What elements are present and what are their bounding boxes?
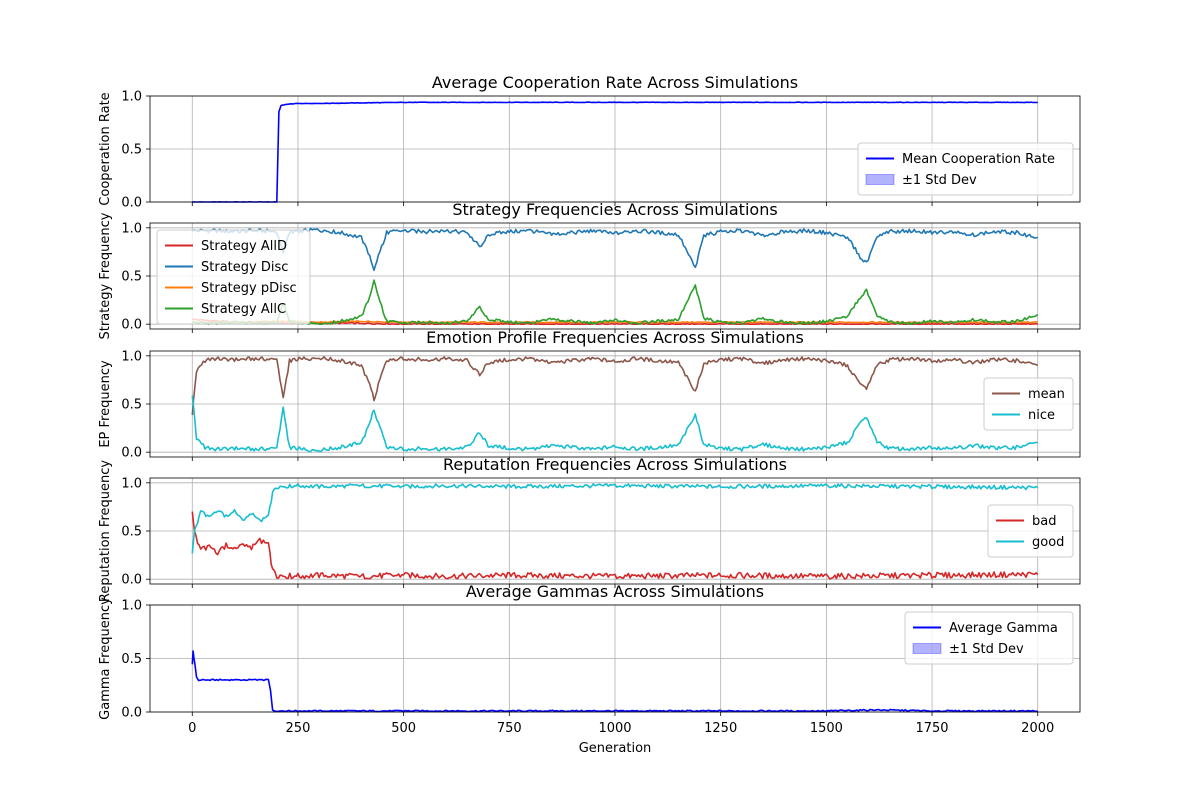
legend-box — [156, 229, 311, 325]
legend-label: Strategy AllD — [201, 239, 287, 254]
legend-label: Strategy AllC — [201, 302, 286, 317]
x-axis-label: Generation — [579, 741, 652, 756]
x-tick-label: 1000 — [598, 721, 631, 736]
legend-box — [983, 377, 1074, 431]
legend-swatch — [865, 174, 895, 185]
y-tick-label: 0.0 — [121, 706, 142, 721]
legend-box — [987, 504, 1074, 558]
legend: mean nice — [983, 377, 1074, 431]
panel-title: Average Cooperation Rate Across Simulati… — [432, 73, 798, 92]
panel-emotion-profile: Emotion Profile Frequencies Across Simul… — [98, 328, 1081, 461]
series-line — [191, 511, 1039, 580]
y-tick-label: 1.0 — [121, 599, 142, 614]
panel-reputation: Reputation Frequencies Across Simulation… — [98, 455, 1081, 603]
series-line — [191, 650, 1038, 713]
axes-frame — [149, 95, 1081, 203]
legend-box — [857, 142, 1074, 196]
axes-frame — [149, 222, 1081, 330]
x-tick-label: 0 — [188, 721, 196, 736]
axes-frame — [149, 477, 1081, 585]
x-tick-label: 1250 — [704, 721, 737, 736]
legend-label: mean — [1028, 387, 1065, 402]
y-tick-label: 0.0 — [121, 573, 142, 588]
legend-label: ±1 Std Dev — [949, 642, 1024, 657]
legend-label: ±1 Std Dev — [902, 173, 977, 188]
y-tick-label: 1.0 — [121, 90, 142, 105]
legend: Average Gamma ±1 Std Dev — [904, 611, 1074, 665]
y-axis-label: EP Frequency — [98, 360, 113, 448]
y-tick-label: 0.0 — [121, 446, 142, 461]
y-tick-label: 0.5 — [121, 270, 142, 285]
y-tick-label: 0.5 — [121, 525, 142, 540]
panel-title: Strategy Frequencies Across Simulations — [452, 200, 777, 219]
panel-title: Reputation Frequencies Across Simulation… — [443, 455, 787, 474]
axes-frame — [149, 604, 1081, 713]
y-axis-label: Gamma Frequency — [98, 597, 113, 720]
x-tick-label: 2000 — [1021, 721, 1054, 736]
y-axis-label: Reputation Frequency — [98, 460, 113, 603]
legend-label: nice — [1028, 408, 1055, 423]
legend-swatch — [912, 643, 942, 654]
panel-gamma: Average Gammas Across Simulations Gamma … — [98, 582, 1081, 756]
legend: Strategy AllD Strategy Disc Strategy pDisc… — [156, 229, 311, 325]
legend: Mean Cooperation Rate ±1 Std Dev — [857, 142, 1074, 196]
series-line — [191, 395, 1038, 453]
series-line — [191, 227, 1038, 272]
y-axis-label: Strategy Frequency — [98, 212, 113, 339]
series-line — [191, 279, 1039, 325]
y-tick-label: 1.0 — [121, 476, 142, 491]
x-tick-label: 250 — [286, 721, 311, 736]
y-tick-label: 1.0 — [121, 221, 142, 236]
panel-title: Average Gammas Across Simulations — [466, 582, 764, 601]
series-line — [191, 483, 1039, 554]
legend-label: Strategy pDisc — [201, 281, 297, 296]
y-tick-label: 0.0 — [121, 318, 142, 333]
y-tick-label: 0.5 — [121, 398, 142, 413]
panel-strategy: Strategy Frequencies Across Simulations … — [98, 200, 1081, 340]
legend: bad good — [987, 504, 1074, 558]
series-line — [192, 101, 1038, 203]
y-tick-label: 0.5 — [121, 652, 142, 667]
x-tick-label: 750 — [497, 721, 522, 736]
x-tick-label: 500 — [391, 721, 416, 736]
legend-label: bad — [1032, 514, 1056, 529]
panel-cooperation: Average Cooperation Rate Across Simulati… — [98, 73, 1081, 211]
y-tick-label: 1.0 — [121, 349, 142, 364]
y-tick-label: 0.0 — [121, 196, 142, 211]
legend-label: good — [1032, 535, 1064, 550]
axes-frame — [149, 350, 1081, 458]
legend-label: Mean Cooperation Rate — [902, 152, 1055, 167]
y-axis-label: Cooperation Rate — [98, 92, 113, 205]
y-tick-label: 0.5 — [121, 143, 142, 158]
legend-label: Strategy Disc — [201, 260, 288, 275]
legend-label: Average Gamma — [949, 621, 1058, 636]
grid-lines — [150, 351, 1080, 457]
panel-title: Emotion Profile Frequencies Across Simul… — [426, 328, 804, 347]
legend-box — [904, 611, 1074, 665]
grid-lines — [150, 478, 1080, 584]
series-line — [191, 356, 1039, 415]
x-tick-label: 1750 — [915, 721, 948, 736]
x-tick-label: 1500 — [810, 721, 843, 736]
